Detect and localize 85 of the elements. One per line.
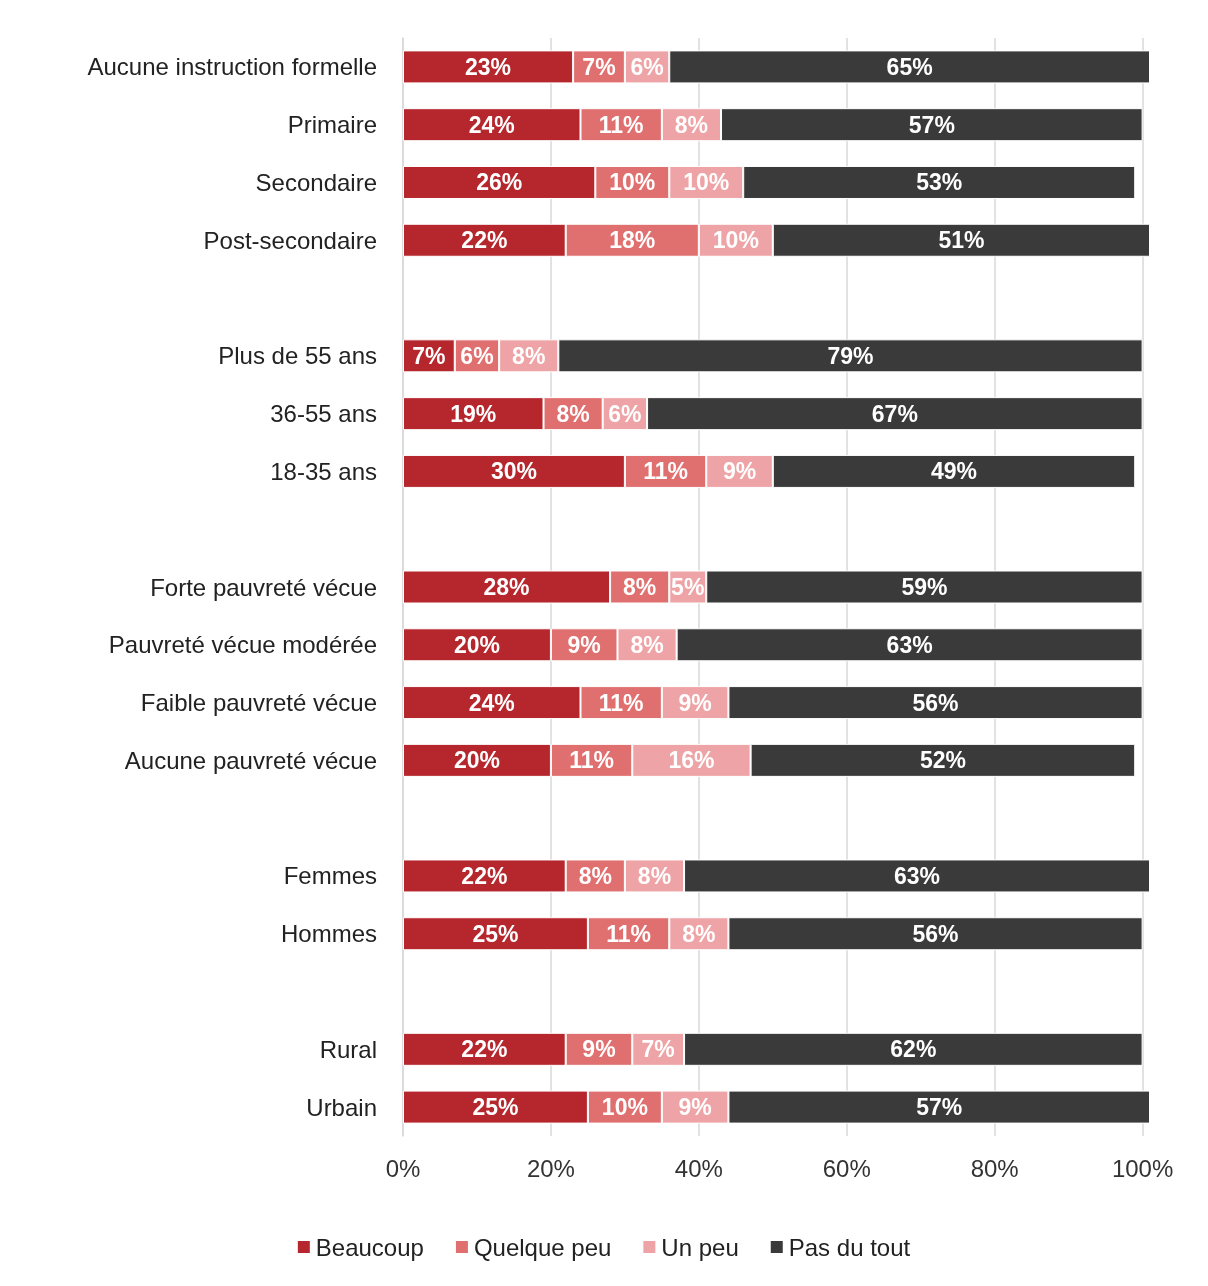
data-label: 8%: [674, 111, 709, 138]
legend-label: Un peu: [661, 1233, 739, 1261]
data-label: 20%: [453, 631, 500, 658]
data-label: 7%: [412, 342, 446, 369]
data-label: 24%: [468, 689, 515, 716]
data-label: 18%: [609, 227, 656, 254]
data-label: 23%: [465, 53, 512, 80]
legend-label: Pas du tout: [788, 1233, 911, 1261]
y-tick-label: Aucune pauvreté vécue: [124, 746, 377, 774]
data-label: 59%: [901, 574, 948, 600]
y-tick-label: Rural: [319, 1035, 377, 1063]
data-label: 6%: [630, 53, 664, 80]
data-label: 56%: [912, 920, 959, 947]
data-label: 9%: [567, 631, 601, 658]
data-label: 11%: [598, 689, 644, 716]
data-label: 16%: [668, 747, 715, 774]
data-label: 10%: [601, 1094, 648, 1121]
data-label: 22%: [461, 862, 508, 889]
legend-label: Beaucoup: [315, 1233, 424, 1261]
data-label: 10%: [712, 227, 759, 254]
data-label: 79%: [827, 342, 874, 369]
data-label: 8%: [682, 920, 716, 947]
y-tick-label: Faible pauvreté vécue: [140, 689, 377, 717]
data-label: 7%: [641, 1036, 675, 1063]
data-label: 6%: [608, 400, 642, 427]
data-label: 26%: [476, 169, 523, 196]
data-label: 8%: [512, 342, 546, 369]
data-label: 8%: [623, 574, 657, 600]
data-label: 9%: [722, 458, 757, 485]
data-label: 22%: [461, 1036, 508, 1063]
data-label: 20%: [453, 747, 500, 774]
data-label: 11%: [643, 458, 688, 485]
data-label: 30%: [490, 458, 537, 485]
data-label: 11%: [598, 111, 644, 138]
data-label: 49%: [930, 458, 978, 485]
data-label: 67%: [871, 400, 918, 427]
data-label: 8%: [637, 862, 672, 889]
data-label: 9%: [582, 1036, 616, 1063]
data-label: 63%: [894, 862, 941, 889]
data-label: 19%: [450, 400, 497, 427]
data-label: 57%: [908, 111, 955, 138]
data-label: 11%: [569, 747, 614, 774]
data-label: 63%: [886, 631, 933, 658]
y-tick-label: Forte pauvreté vécue: [150, 573, 377, 601]
x-tick-label: 100%: [1111, 1154, 1174, 1182]
data-label: 7%: [582, 53, 616, 80]
y-tick-label: 36-55 ans: [270, 400, 377, 428]
y-tick-label: Plus de 55 ans: [218, 342, 377, 370]
y-tick-label: Urbain: [306, 1093, 377, 1121]
y-tick-label: Primaire: [287, 111, 377, 139]
y-tick-label: Secondaire: [255, 168, 377, 196]
data-label: 8%: [578, 862, 612, 889]
y-tick-label: Femmes: [283, 862, 377, 890]
data-label: 8%: [556, 400, 590, 427]
legend-label: Quelque peu: [473, 1233, 612, 1261]
x-tick-label: 20%: [526, 1154, 575, 1182]
data-label: 24%: [468, 111, 515, 138]
y-tick-label: Aucune instruction formelle: [87, 53, 377, 81]
y-tick-label: Hommes: [280, 920, 377, 948]
x-tick-label: 0%: [385, 1154, 421, 1182]
x-tick-label: 40%: [674, 1154, 723, 1182]
data-label: 51%: [938, 227, 985, 254]
data-label: 65%: [886, 53, 933, 80]
data-label: 28%: [483, 574, 530, 600]
data-label: 56%: [912, 689, 959, 716]
data-label: 25%: [472, 920, 519, 947]
data-label: 22%: [461, 227, 508, 254]
data-label: 62%: [890, 1036, 937, 1063]
y-tick-label: 18-35 ans: [270, 457, 377, 485]
x-tick-label: 80%: [970, 1154, 1019, 1182]
data-label: 10%: [683, 169, 730, 196]
data-label: 9%: [678, 689, 712, 716]
data-label: 53%: [916, 169, 963, 196]
data-label: 6%: [460, 342, 494, 369]
data-label: 57%: [916, 1094, 963, 1121]
data-label: 25%: [472, 1094, 519, 1121]
data-label: 52%: [919, 747, 966, 774]
data-label: 8%: [630, 631, 664, 658]
x-tick-label: 60%: [822, 1154, 871, 1182]
data-label: 11%: [606, 920, 651, 947]
data-label: 9%: [678, 1094, 712, 1121]
y-tick-label: Post-secondaire: [203, 226, 377, 254]
data-label: 10%: [609, 169, 656, 196]
y-tick-label: Pauvreté vécue modérée: [108, 631, 377, 659]
data-label: 5%: [671, 574, 705, 600]
